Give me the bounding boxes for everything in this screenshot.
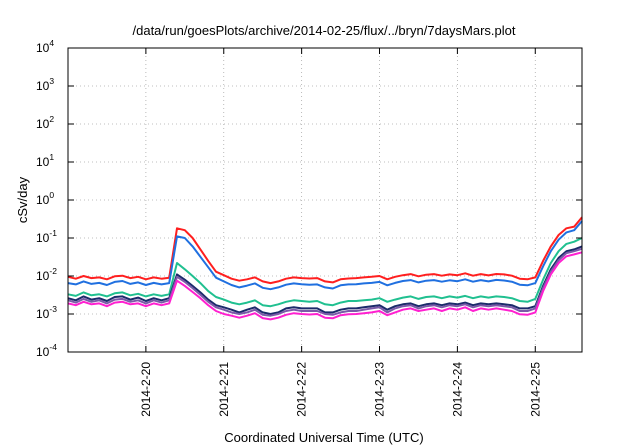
y-tick-label: 101 [36, 152, 54, 169]
y-tick-base: 10 [36, 79, 50, 93]
series-line-6 [67, 251, 583, 321]
x-tick-label: 2014-2-21 [217, 362, 231, 417]
x-tick-label: 2014-2-23 [373, 362, 387, 417]
y-tick-exponent: 0 [49, 190, 54, 200]
y-axis-label: cSv/day [15, 176, 30, 223]
y-tick-exponent: 4 [49, 38, 54, 48]
x-tick-label: 2014-2-20 [139, 362, 153, 417]
y-tick-label: 102 [36, 114, 54, 131]
series-line-3 [67, 237, 583, 308]
series-line-5 [67, 247, 583, 317]
y-tick-exponent: -2 [49, 266, 57, 276]
series-line-2 [67, 220, 583, 291]
y-tick-base: 10 [36, 155, 50, 169]
series-lines [67, 216, 583, 321]
y-tick-exponent: 1 [49, 152, 54, 162]
y-tick-exponent: -4 [49, 342, 57, 352]
y-tick-base: 10 [36, 41, 50, 55]
y-tick-base: 10 [36, 193, 50, 207]
x-tick-label: 2014-2-25 [528, 362, 542, 417]
y-tick-exponent: -1 [49, 228, 57, 238]
y-tick-exponent: 2 [49, 114, 54, 124]
x-axis: 2014-2-20 2014-2-21 2014-2-22 2014-2-23 2014… [139, 48, 542, 417]
y-tick-base: 10 [36, 117, 50, 131]
series-line-4 [67, 245, 583, 315]
y-tick-label: 10-4 [36, 342, 57, 359]
y-tick-base: 10 [36, 307, 50, 321]
series-line-1 [67, 216, 583, 285]
y-tick-base: 10 [36, 345, 50, 359]
y-tick-label: 10-1 [36, 228, 57, 245]
y-tick-label: 103 [36, 76, 54, 93]
y-tick-label: 104 [36, 38, 54, 55]
y-tick-exponent: -3 [49, 304, 57, 314]
x-axis-label: Coordinated Universal Time (UTC) [224, 430, 423, 445]
y-tick-base: 10 [36, 269, 50, 283]
y-tick-label: 10-2 [36, 266, 57, 283]
y-tick-label: 100 [36, 190, 54, 207]
y-tick-label: 10-3 [36, 304, 57, 321]
y-tick-base: 10 [36, 231, 50, 245]
x-tick-label: 2014-2-24 [450, 362, 464, 417]
x-tick-label: 2014-2-22 [295, 362, 309, 417]
y-tick-exponent: 3 [49, 76, 54, 86]
chart-title: /data/run/goesPlots/archive/2014-02-25/f… [133, 23, 516, 38]
